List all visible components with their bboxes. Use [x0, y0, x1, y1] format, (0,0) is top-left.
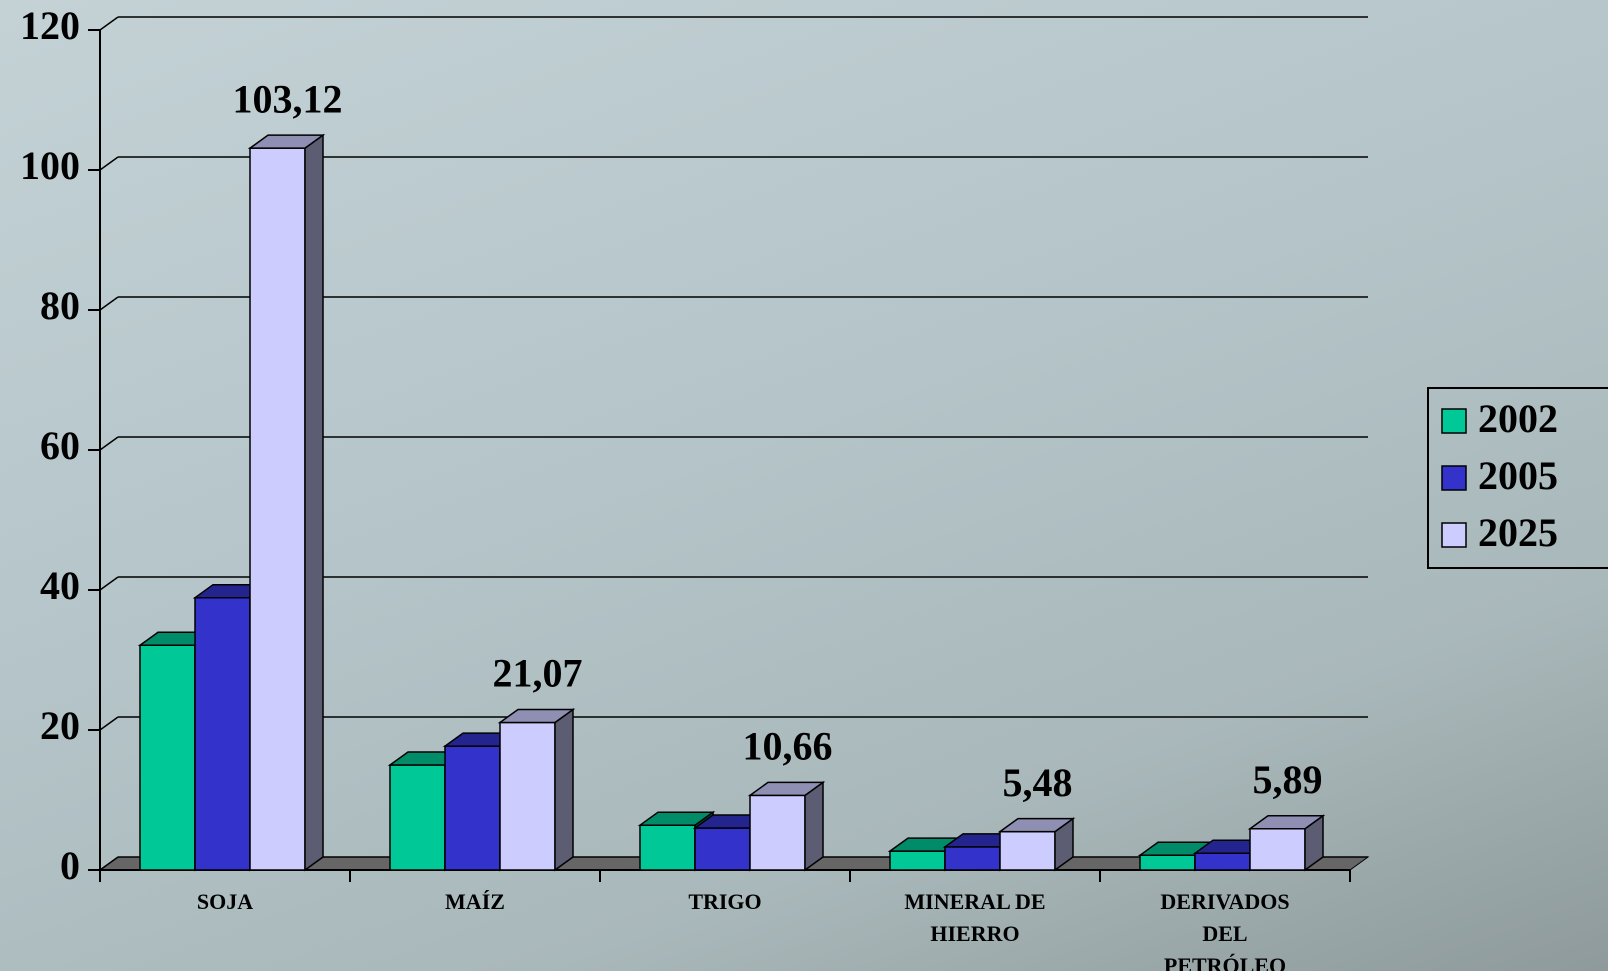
- bar-front: [1194, 852, 1251, 871]
- bar: [997, 817, 1076, 872]
- legend-swatch: [1441, 465, 1467, 491]
- grid-diagonal: [99, 716, 119, 731]
- bar-front: [749, 794, 806, 871]
- bar-front: [639, 824, 696, 871]
- bar-top: [1247, 815, 1326, 830]
- data-label: 5,48: [1003, 760, 1073, 805]
- grid-diagonal: [99, 156, 119, 171]
- grid-diagonal: [99, 576, 119, 591]
- y-tick-label: 20: [40, 703, 80, 748]
- grid-diagonal: [99, 296, 119, 311]
- legend-label: 2002: [1478, 396, 1558, 441]
- x-tick-label: SOJA: [196, 889, 254, 914]
- x-tick-label: MINERAL DE HIERRO: [904, 889, 1046, 946]
- grid-diagonal: [99, 16, 119, 31]
- bar: [497, 708, 576, 872]
- bar-front: [389, 764, 446, 871]
- bar-front: [194, 596, 251, 871]
- x-tick-label: MAÍZ: [445, 889, 505, 914]
- y-tick-label: 0: [60, 843, 80, 888]
- y-tick-label: 60: [40, 423, 80, 468]
- y-tick-label: 40: [40, 563, 80, 608]
- legend-swatch: [1441, 408, 1467, 434]
- bar: [1247, 814, 1326, 872]
- bar-front: [249, 147, 306, 871]
- bar-front: [694, 827, 751, 871]
- bar-front: [1249, 828, 1306, 871]
- bar-front: [944, 846, 1001, 871]
- legend-box: [1427, 387, 1608, 569]
- bar-front: [889, 850, 946, 871]
- bar-top: [637, 811, 716, 826]
- bar-side: [554, 708, 574, 872]
- bar-top: [997, 817, 1076, 833]
- grid-diagonal: [99, 436, 119, 451]
- bar-side: [804, 780, 824, 872]
- y-tick-label: 120: [20, 3, 80, 48]
- bar: [247, 133, 326, 872]
- bar: [747, 780, 826, 872]
- y-tick-label: 80: [40, 283, 80, 328]
- bar-top: [247, 134, 326, 149]
- data-label: 5,89: [1253, 757, 1323, 802]
- legend-swatch: [1441, 522, 1467, 548]
- legend-label: 2025: [1478, 510, 1558, 555]
- data-label: 10,66: [743, 724, 833, 769]
- data-label: 103,12: [233, 76, 343, 121]
- x-tick-label: DERIVADOS DEL PETRÓLEO: [1160, 889, 1290, 971]
- bar: [887, 836, 966, 872]
- grid-diagonal: [99, 856, 119, 871]
- bar-front: [1139, 854, 1196, 871]
- bar-side: [304, 133, 324, 872]
- bar-top: [747, 781, 826, 797]
- y-tick-label: 100: [20, 143, 80, 188]
- bar-front: [999, 830, 1056, 871]
- data-label: 21,07: [493, 651, 583, 696]
- bar-front: [499, 721, 556, 871]
- bar-front: [444, 745, 501, 871]
- legend-label: 2005: [1478, 453, 1558, 498]
- bar-top: [497, 708, 576, 724]
- bar-front: [139, 644, 196, 871]
- x-tick-label: TRIGO: [688, 889, 762, 914]
